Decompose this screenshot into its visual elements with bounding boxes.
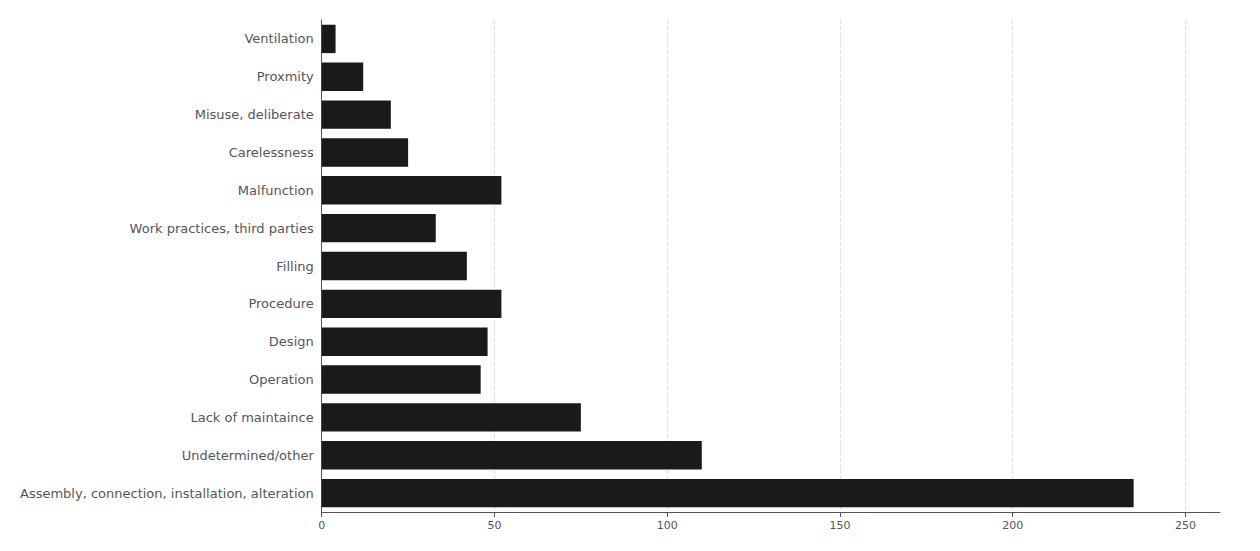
- svg-text:Procedure: Procedure: [248, 296, 313, 311]
- svg-text:50: 50: [487, 519, 501, 532]
- svg-text:0: 0: [318, 519, 325, 532]
- svg-text:Proxmity: Proxmity: [257, 69, 314, 84]
- svg-text:Misuse, deliberate: Misuse, deliberate: [195, 107, 314, 122]
- svg-text:Design: Design: [269, 334, 314, 349]
- svg-text:Work practices, third parties: Work practices, third parties: [130, 221, 314, 236]
- svg-text:Malfunction: Malfunction: [238, 183, 314, 198]
- svg-text:Ventilation: Ventilation: [244, 31, 313, 46]
- svg-text:150: 150: [829, 519, 850, 532]
- svg-text:Undetermined/other: Undetermined/other: [182, 448, 315, 463]
- svg-text:250: 250: [1175, 519, 1196, 532]
- svg-text:Operation: Operation: [249, 372, 314, 387]
- svg-text:Lack of maintaince: Lack of maintaince: [191, 410, 314, 425]
- svg-text:Filling: Filling: [276, 259, 313, 274]
- svg-text:200: 200: [1002, 519, 1023, 532]
- svg-text:Carelessness: Carelessness: [229, 145, 314, 160]
- svg-text:100: 100: [657, 519, 678, 532]
- svg-text:Assembly, connection, installa: Assembly, connection, installation, alte…: [20, 486, 314, 501]
